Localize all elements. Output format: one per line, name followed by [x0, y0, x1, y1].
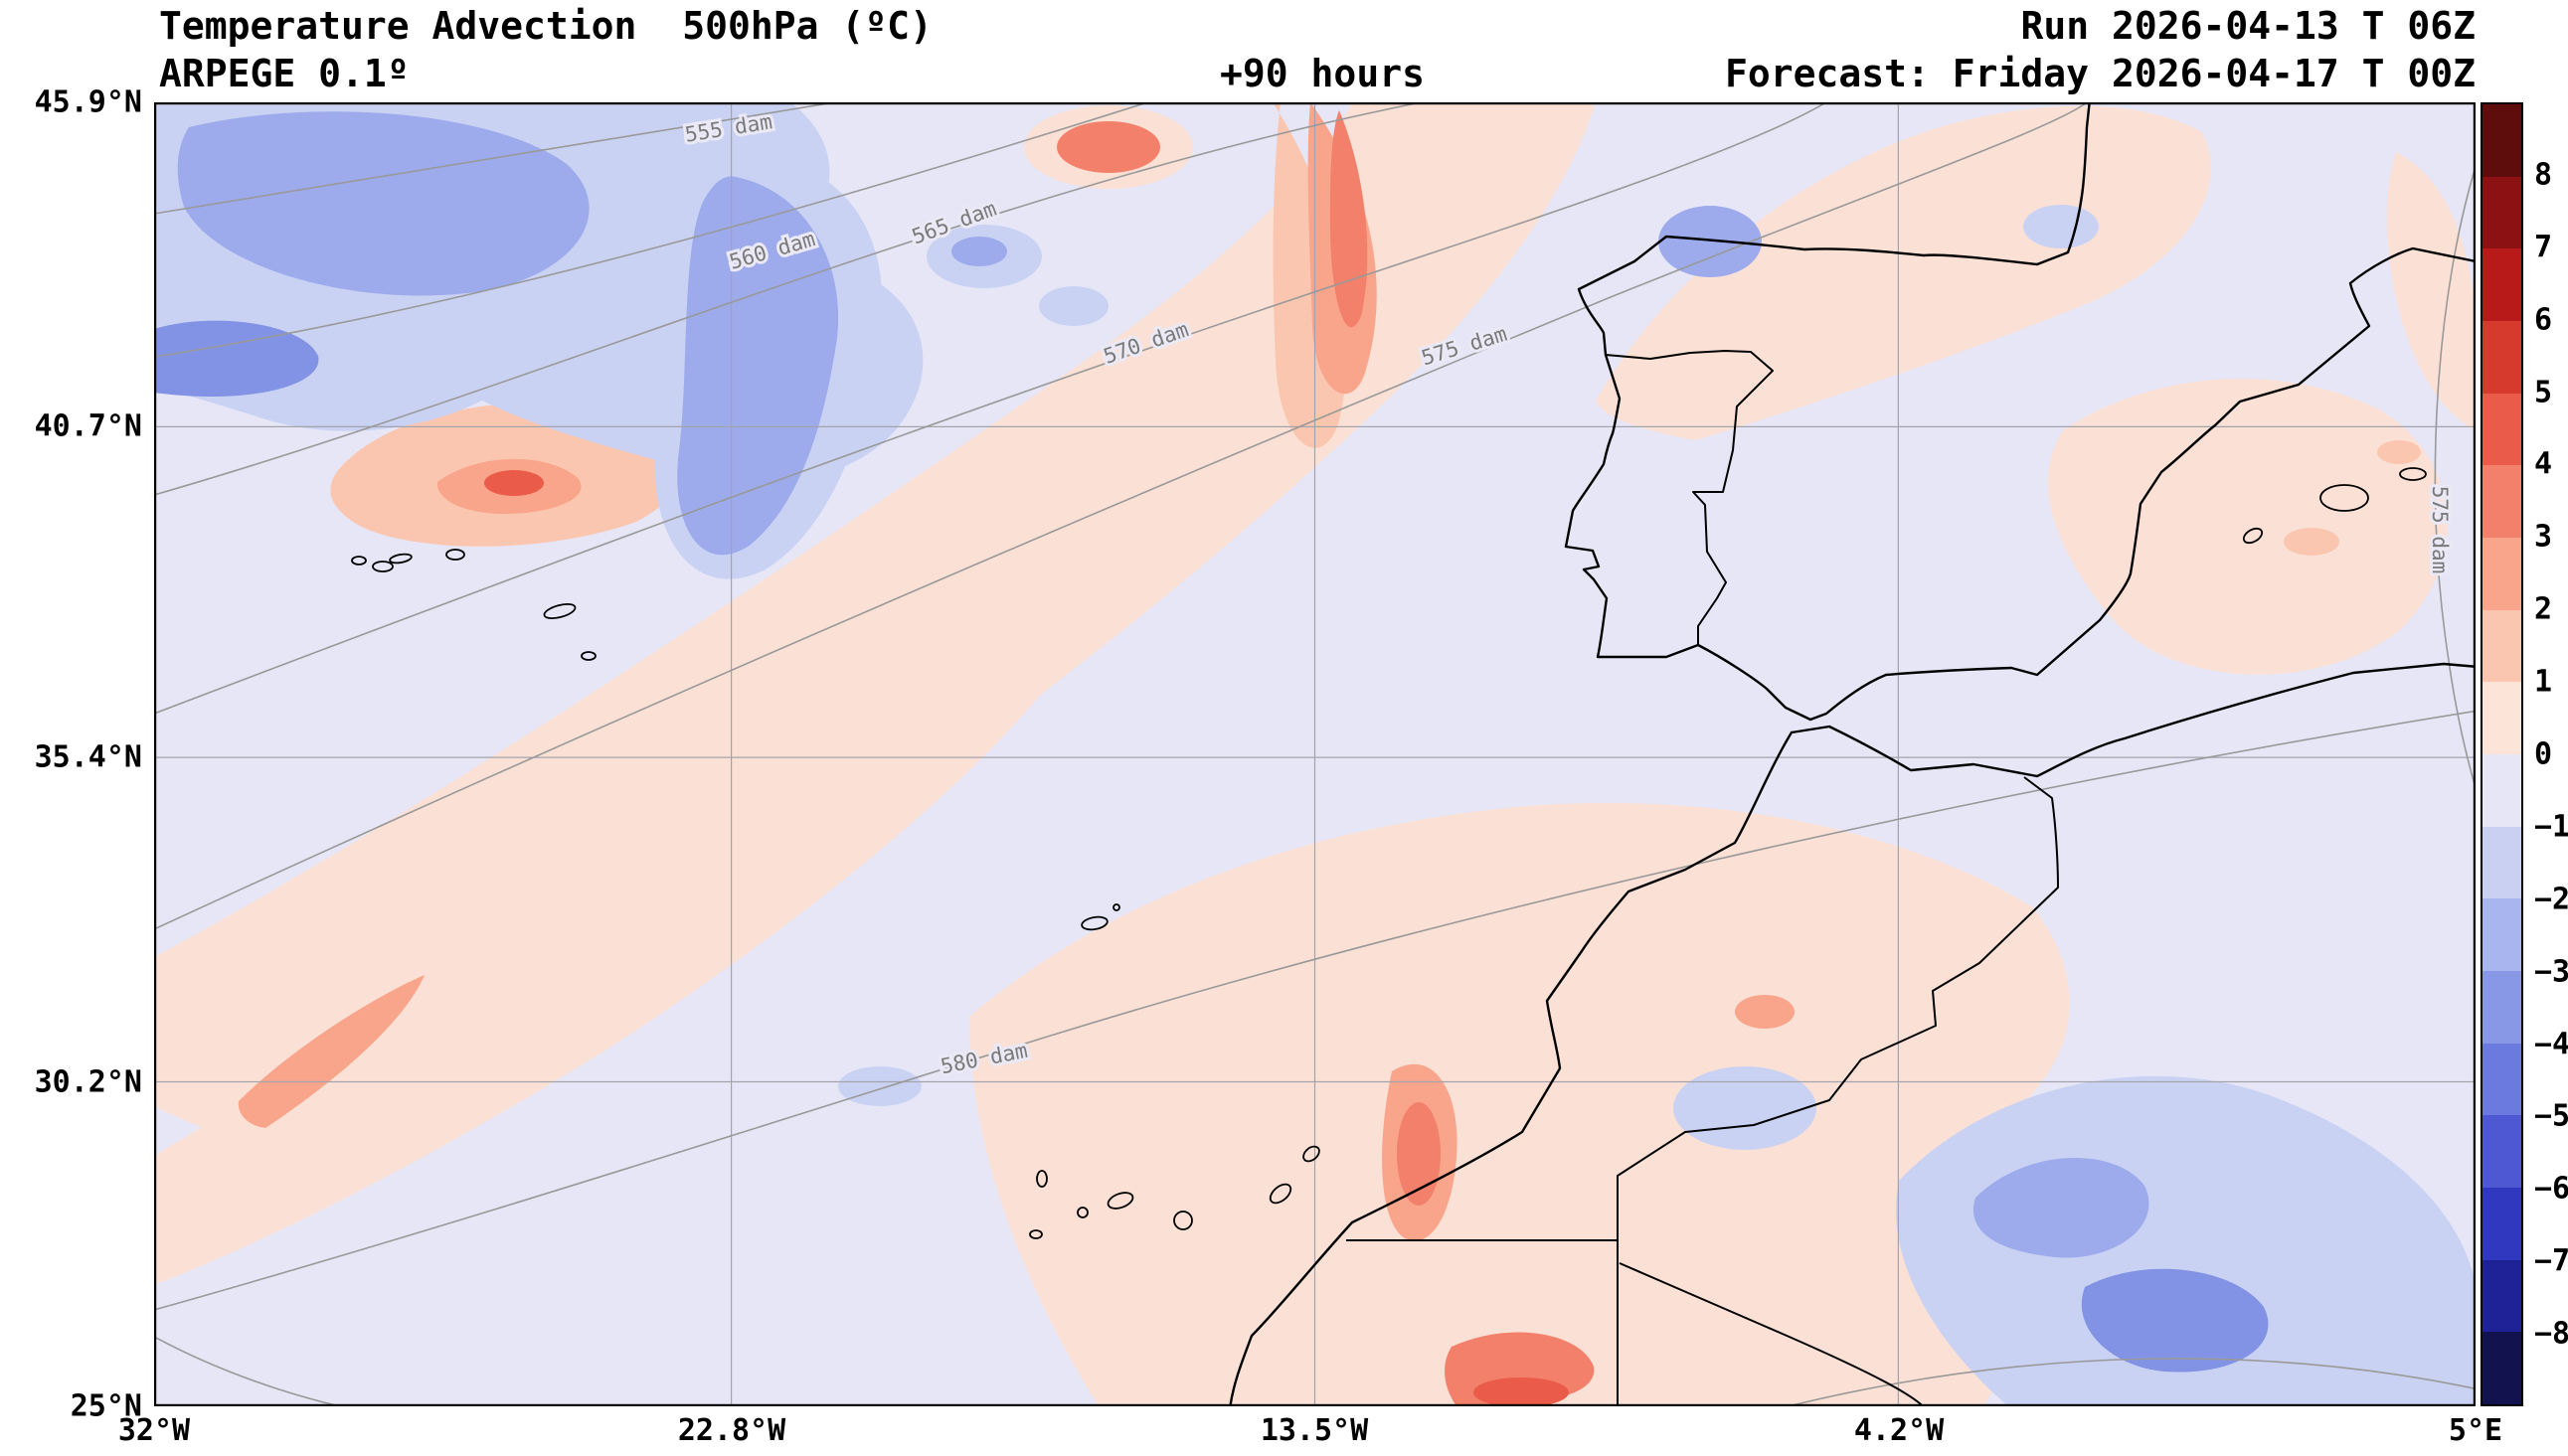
- colorbar-segment: [2482, 1332, 2521, 1405]
- colorbar-segment: [2482, 104, 2521, 177]
- colorbar-segment: [2482, 898, 2521, 972]
- colorbar-segment: [2482, 1188, 2521, 1260]
- colorbar-segment: [2482, 465, 2521, 539]
- colorbar-segment: [2482, 754, 2521, 827]
- coastlines: [1228, 97, 2481, 1411]
- colorbar-tick-label: −2: [2534, 882, 2568, 917]
- page-title: Temperature Advection 500hPa (ºC): [159, 4, 933, 48]
- plot-frame: [153, 101, 2477, 1407]
- grid-lines: [154, 102, 2476, 1406]
- colorbar-segment: [2482, 1115, 2521, 1189]
- colorbar-tick-label: −4: [2534, 1027, 2568, 1062]
- colorbar-tick-label: 5: [2534, 375, 2553, 410]
- colorbar-tick-label: 3: [2534, 519, 2553, 555]
- lon-tick-label: 4.2°W: [1853, 1413, 1945, 1448]
- geopotential-contours: [153, 96, 2480, 1417]
- colorbar-segment: [2482, 971, 2521, 1044]
- contour-label: 575 dam: [2428, 486, 2452, 574]
- colorbar-segment: [2482, 321, 2521, 394]
- colorbar-tick-label: −6: [2534, 1171, 2568, 1207]
- advection-warm-fills: [154, 102, 2476, 1407]
- colorbar-segment: [2482, 1259, 2521, 1333]
- lat-tick-label: 40.7°N: [34, 408, 142, 444]
- lon-tick-label: 13.5°W: [1260, 1413, 1369, 1448]
- colorbar-tick-label: 7: [2534, 230, 2553, 265]
- colorbar-tick-label: −1: [2534, 809, 2568, 845]
- lat-tick-label: 30.2°N: [34, 1064, 142, 1100]
- colorbar-tick-label: −3: [2534, 954, 2568, 990]
- colorbar-tick-label: 8: [2534, 157, 2553, 193]
- colorbar-segment: [2482, 609, 2521, 683]
- valid-time-label: Forecast: Friday 2026-04-17 T 00Z: [1725, 52, 2476, 95]
- colorbar-segment: [2482, 826, 2521, 899]
- colorbar-segment: [2482, 538, 2521, 610]
- islands: [351, 467, 2427, 1239]
- colorbar-tick-label: 4: [2534, 446, 2553, 482]
- lead-time-label: +90 hours: [1220, 52, 1425, 95]
- country-borders: [1346, 350, 2059, 1410]
- lon-tick-label: 32°W: [117, 1413, 191, 1448]
- lat-tick-label: 45.9°N: [34, 84, 142, 120]
- colorbar-segment: [2482, 393, 2521, 466]
- colorbar-segment: [2482, 176, 2521, 249]
- lat-tick-label: 35.4°N: [34, 739, 142, 775]
- colorbar-tick-label: 1: [2534, 664, 2553, 700]
- colorbar-tick-label: −7: [2534, 1243, 2568, 1279]
- colorbar-segment: [2482, 248, 2521, 322]
- run-label: Run 2026-04-13 T 06Z: [2020, 4, 2476, 48]
- colorbar-tick-label: −8: [2534, 1316, 2568, 1352]
- lon-tick-label: 22.8°W: [677, 1413, 786, 1448]
- colorbar-segment: [2482, 682, 2521, 755]
- colorbar-segment: [2482, 1043, 2521, 1116]
- map-plot-area: 555 dam 560 dam 565 dam 570 dam 575 dam 575 d…: [153, 96, 2481, 1417]
- colorbar-tick-label: 0: [2534, 736, 2553, 772]
- colorbar-tick-label: −5: [2534, 1098, 2568, 1134]
- colorbar: [2481, 102, 2523, 1406]
- model-label: ARPEGE 0.1º: [159, 52, 410, 95]
- lon-tick-label: 5°E: [2448, 1413, 2503, 1448]
- colorbar-tick-label: 6: [2534, 302, 2553, 338]
- lat-tick-label: 25°N: [70, 1388, 142, 1424]
- colorbar-tick-label: 2: [2534, 591, 2553, 627]
